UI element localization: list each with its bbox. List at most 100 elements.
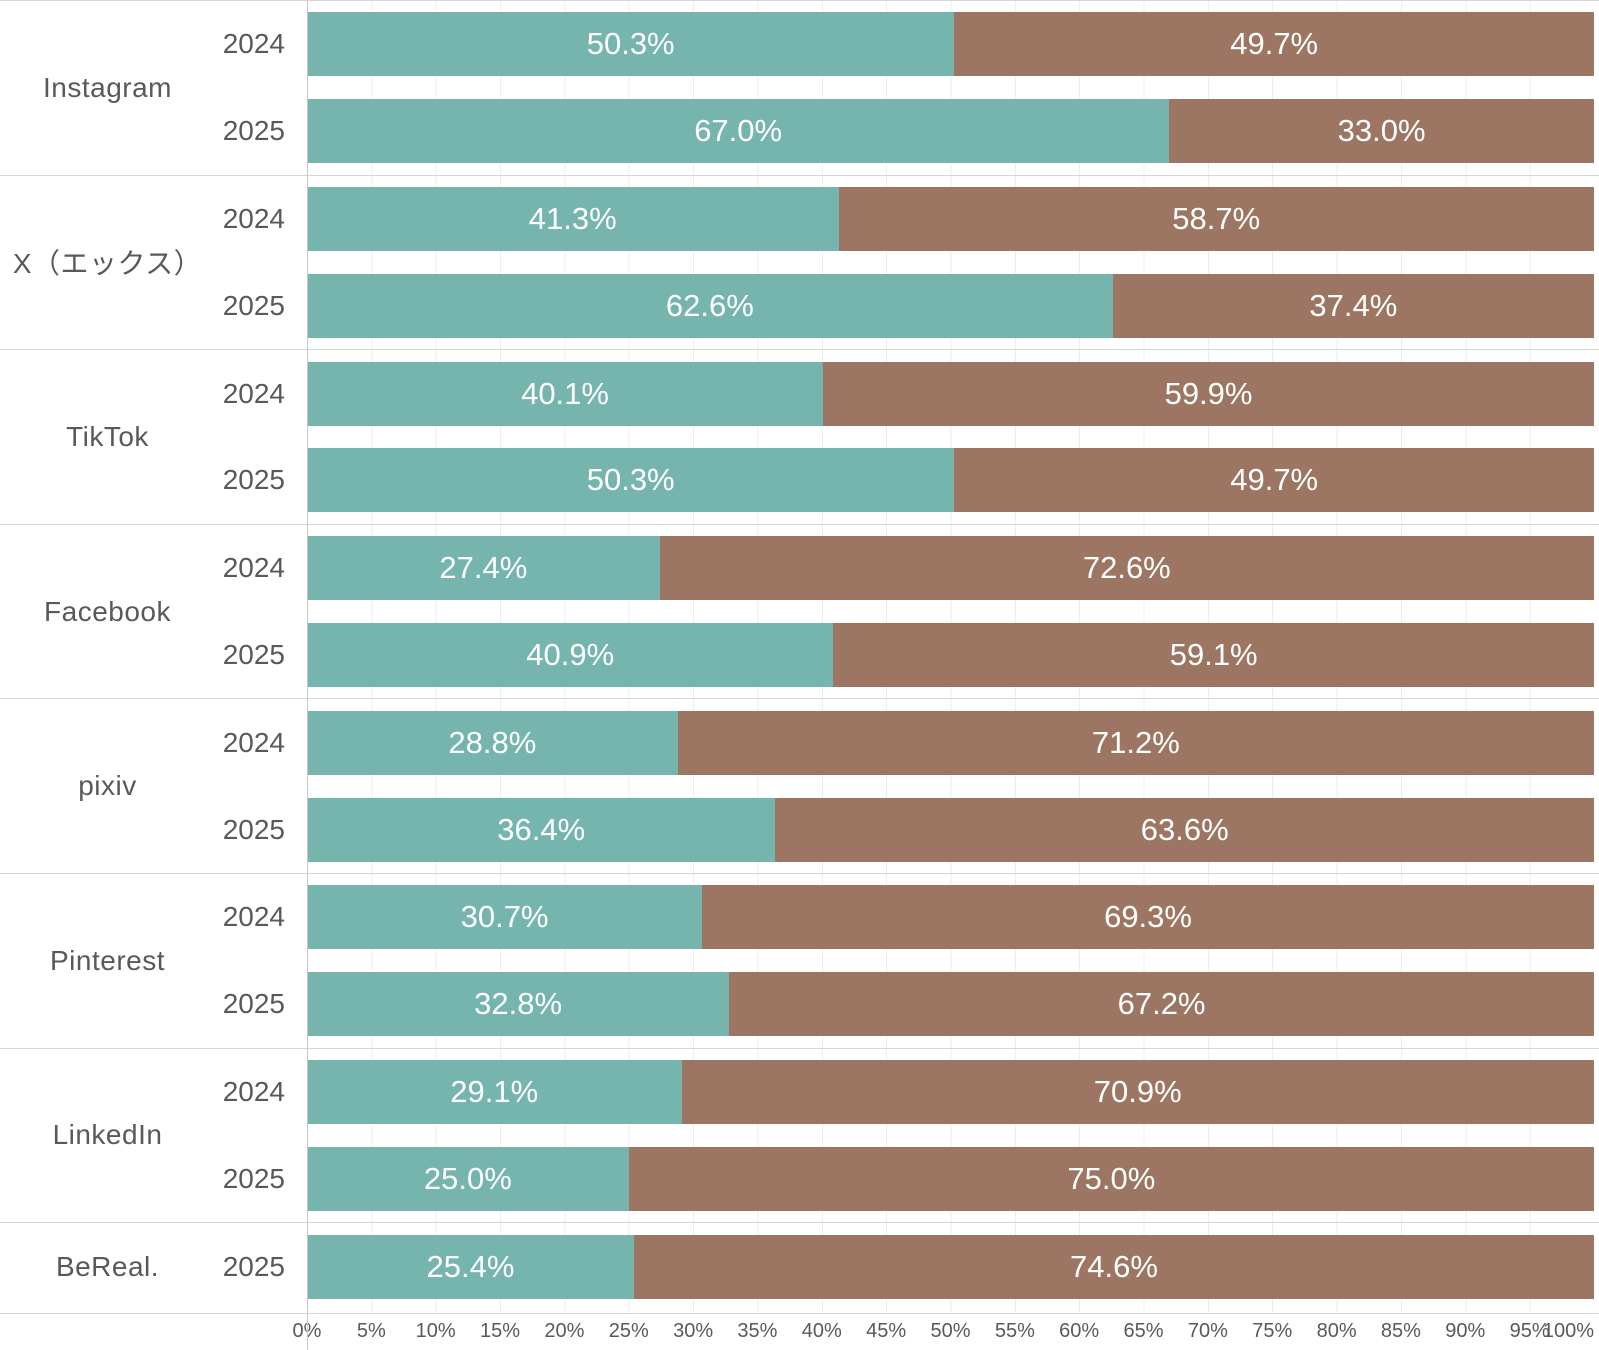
group-rows: 2024 40.1% 59.9% 2025 50.3% 49.7%: [215, 350, 1599, 524]
platform-label: BeReal.: [55, 1250, 160, 1282]
bar-track: 32.8% 67.2%: [307, 972, 1594, 1037]
bar-track: 67.0% 33.0%: [307, 99, 1594, 164]
segment-value-label: 67.0%: [694, 113, 783, 149]
x-axis-tick-label: 55%: [994, 1320, 1035, 1342]
platform-label-cell: LinkedIn: [0, 1049, 215, 1223]
platform-group: LinkedIn 2024 29.1% 70.9% 2025 25.0% 75.0%: [0, 1049, 1599, 1224]
bar-segment: 62.6%: [307, 273, 1113, 338]
segment-value-label: 41.3%: [528, 200, 617, 236]
bar-row: 2024 40.1% 59.9%: [215, 350, 1599, 437]
bar-track: 62.6% 37.4%: [307, 273, 1594, 338]
bar-track: 27.4% 72.6%: [307, 536, 1594, 601]
bar-track: 28.8% 71.2%: [307, 710, 1594, 775]
segment-value-label: 33.0%: [1337, 113, 1426, 149]
year-label: 2025: [222, 638, 285, 670]
year-label: 2024: [222, 901, 285, 933]
segment-value-label: 29.1%: [450, 1073, 539, 1109]
bar-track: 40.9% 59.1%: [307, 622, 1594, 687]
segment-value-label: 30.7%: [460, 899, 549, 935]
bar-segment: 25.0%: [307, 1146, 629, 1211]
x-axis-tick-label: 10%: [415, 1320, 456, 1342]
bar-segment: 71.2%: [677, 710, 1594, 775]
group-rows: 2024 30.7% 69.3% 2025 32.8% 67.2%: [215, 874, 1599, 1048]
year-label: 2024: [222, 202, 285, 234]
bar-segment: 29.1%: [307, 1059, 682, 1124]
platform-group: BeReal. 2025 25.4% 74.6%: [0, 1223, 1599, 1310]
bar-track: 50.3% 49.7%: [307, 12, 1594, 77]
segment-value-label: 37.4%: [1309, 287, 1398, 323]
segment-value-label: 71.2%: [1091, 724, 1180, 760]
bar-track: 41.3% 58.7%: [307, 186, 1594, 251]
bar-segment: 40.9%: [307, 622, 834, 687]
segment-value-label: 40.1%: [521, 375, 609, 411]
bar-row: 2025 67.0% 33.0%: [215, 88, 1599, 175]
segment-value-label: 75.0%: [1067, 1160, 1156, 1196]
bar-track: 30.7% 69.3%: [307, 885, 1594, 950]
segment-value-label: 49.7%: [1230, 26, 1319, 62]
segment-value-label: 27.4%: [439, 550, 528, 586]
platform-label: pixiv: [78, 770, 137, 802]
platform-label-cell: Facebook: [0, 525, 215, 699]
x-axis-tick-label: 45%: [866, 1320, 907, 1342]
x-axis-tick-label: 75%: [1252, 1320, 1293, 1342]
x-axis-tick-label: 90%: [1445, 1320, 1486, 1342]
year-label: 2024: [222, 552, 285, 584]
segment-value-label: 67.2%: [1117, 986, 1206, 1022]
bar-segment: 70.9%: [681, 1059, 1594, 1124]
platform-label: Pinterest: [50, 944, 165, 976]
x-axis-tick-labels: 0% 5% 10% 15% 20% 25% 30% 35% 40% 45% 50% 55% 60% 65%…: [293, 1314, 1594, 1350]
bar-segment: 32.8%: [307, 972, 730, 1037]
bar-row: 2024 41.3% 58.7%: [215, 176, 1599, 263]
bar-segment: 67.2%: [729, 972, 1594, 1037]
segment-value-label: 25.0%: [423, 1160, 512, 1196]
bar-segment: 49.7%: [954, 12, 1594, 77]
year-label: 2024: [222, 28, 285, 60]
year-label: 2024: [222, 1075, 285, 1107]
year-label: 2025: [222, 464, 285, 496]
x-axis-tick-label: 95%: [1509, 1320, 1550, 1342]
platform-group: TikTok 2024 40.1% 59.9% 2025 50.3% 49.7%: [0, 350, 1599, 525]
x-axis-tick-label: 70%: [1187, 1320, 1228, 1342]
bar-segment: 40.1%: [307, 361, 824, 426]
bar-segment: 33.0%: [1169, 99, 1594, 164]
segment-value-label: 59.1%: [1169, 636, 1258, 672]
bar-row: 2025 36.4% 63.6%: [215, 786, 1599, 873]
segment-value-label: 72.6%: [1082, 550, 1171, 586]
year-label: 2024: [222, 377, 285, 409]
bar-segment: 49.7%: [954, 448, 1594, 513]
year-label: 2025: [222, 115, 285, 147]
bar-segment: 25.4%: [307, 1234, 634, 1299]
platform-label: Instagram: [43, 71, 172, 103]
group-rows: 2024 50.3% 49.7% 2025 67.0% 33.0%: [215, 1, 1599, 175]
platform-label: X（エックス）: [12, 248, 203, 280]
year-label: 2025: [222, 1250, 285, 1282]
bar-segment: 59.9%: [823, 361, 1594, 426]
x-axis-tick-label: 65%: [1123, 1320, 1164, 1342]
bar-row: 2024 50.3% 49.7%: [215, 1, 1599, 88]
label-column-divider: [307, 1, 308, 1350]
bar-segment: 75.0%: [628, 1146, 1594, 1211]
platform-label-cell: Instagram: [0, 1, 215, 175]
platform-label-cell: X（エックス）: [0, 176, 215, 350]
group-rows: 2024 27.4% 72.6% 2025 40.9% 59.1%: [215, 525, 1599, 699]
group-rows: 2025 25.4% 74.6%: [215, 1223, 1599, 1310]
bar-track: 25.0% 75.0%: [307, 1146, 1594, 1211]
x-axis-tick-label: 60%: [1059, 1320, 1100, 1342]
platform-label-cell: Pinterest: [0, 874, 215, 1048]
x-axis-tick-label: 40%: [801, 1320, 842, 1342]
bar-track: 40.1% 59.9%: [307, 361, 1594, 426]
bar-segment: 63.6%: [775, 797, 1594, 862]
platform-group: Pinterest 2024 30.7% 69.3% 2025 32.8% 67.2%: [0, 874, 1599, 1049]
bar-segment: 67.0%: [307, 99, 1170, 164]
segment-value-label: 25.4%: [426, 1248, 515, 1284]
x-axis-tick-label: 30%: [673, 1320, 714, 1342]
platform-label: LinkedIn: [52, 1119, 163, 1151]
x-axis-tick-label: 5%: [356, 1320, 386, 1342]
platform-group: Facebook 2024 27.4% 72.6% 2025 40.9% 59.1%: [0, 525, 1599, 700]
group-rows: 2024 41.3% 58.7% 2025 62.6% 37.4%: [215, 176, 1599, 350]
platform-label: Facebook: [44, 595, 171, 627]
bar-row: 2025 32.8% 67.2%: [215, 961, 1599, 1048]
bar-segment: 74.6%: [633, 1234, 1594, 1299]
bar-segment: 50.3%: [307, 12, 955, 77]
bar-segment: 36.4%: [307, 797, 776, 862]
